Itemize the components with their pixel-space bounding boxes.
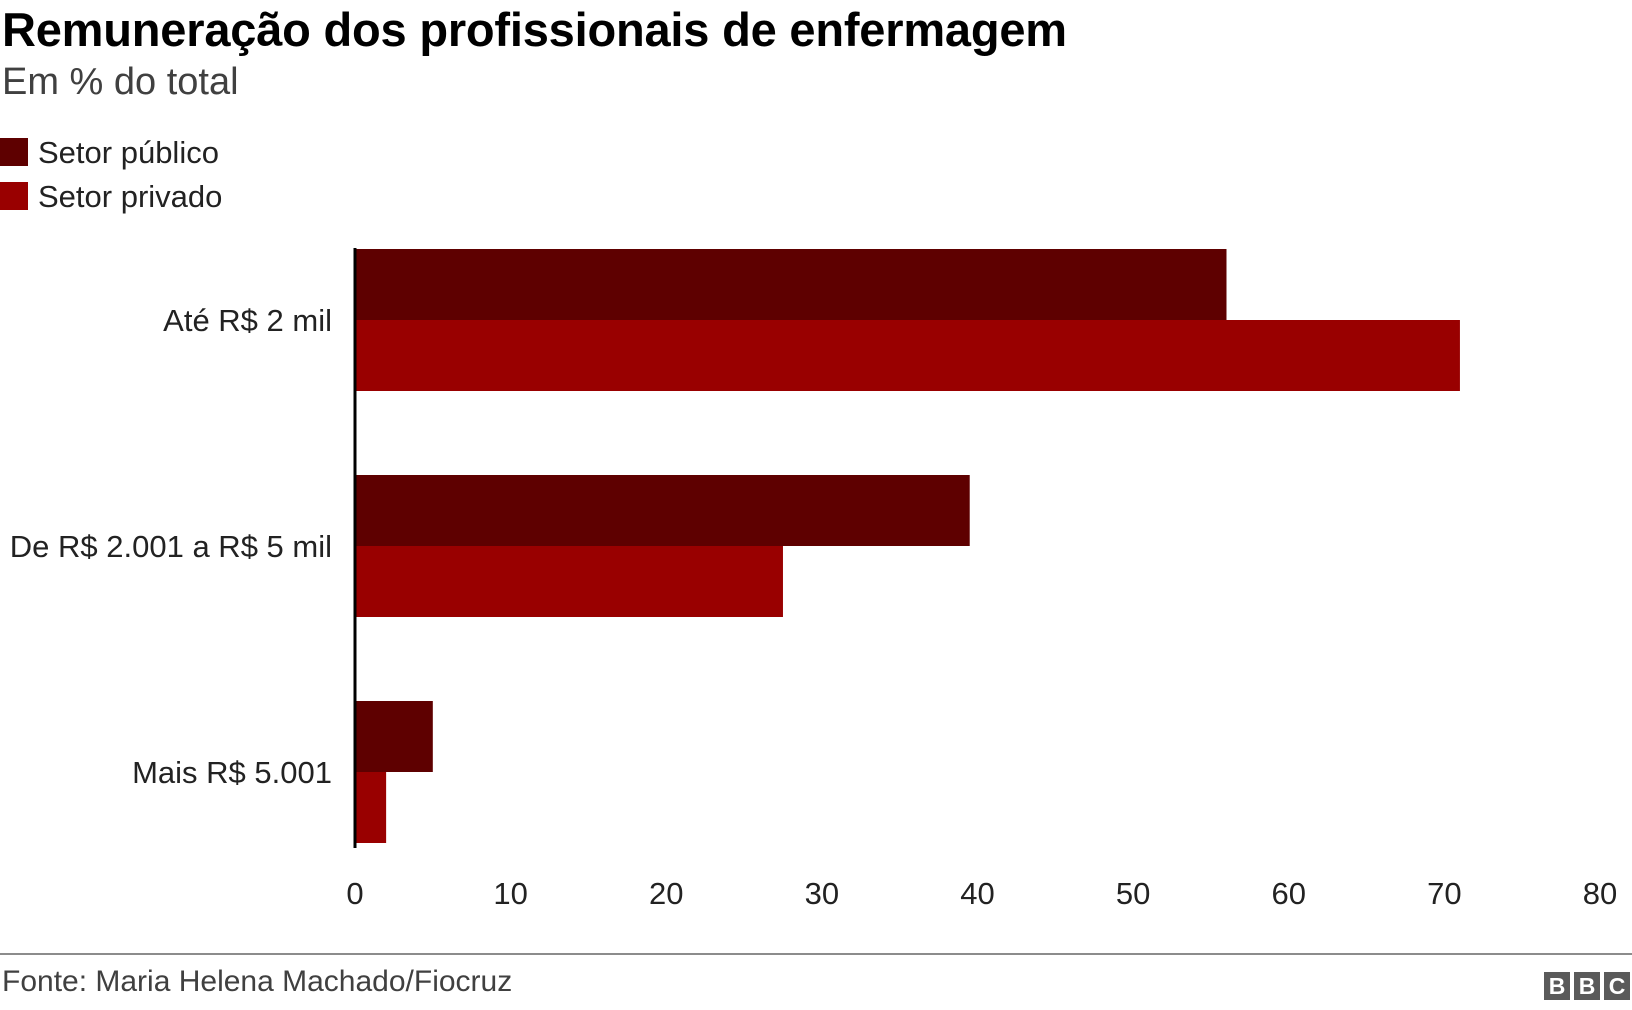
x-tick-label: 80 <box>1583 876 1617 911</box>
legend-label-private: Setor privado <box>38 179 223 214</box>
bbc-logo-letter: B <box>1574 972 1600 1000</box>
bar-public-2 <box>355 701 433 772</box>
bbc-logo-letter: B <box>1544 972 1570 1000</box>
legend-swatch-public <box>0 138 28 166</box>
x-tick-label: 30 <box>805 876 839 911</box>
bar-private-2 <box>355 772 387 843</box>
x-tick-label: 70 <box>1427 876 1461 911</box>
category-label: Até R$ 2 mil <box>163 303 332 338</box>
bbc-logo-letter: C <box>1604 972 1630 1000</box>
x-tick-label: 40 <box>960 876 994 911</box>
bar-private-0 <box>355 320 1460 391</box>
chart-title: Remuneração dos profissionais de enferma… <box>2 3 1067 56</box>
legend-swatch-private <box>0 182 28 210</box>
x-tick-label: 60 <box>1272 876 1306 911</box>
legend-label-public: Setor público <box>38 135 219 170</box>
bar-public-1 <box>355 475 970 546</box>
x-tick-label: 10 <box>493 876 527 911</box>
chart-subtitle: Em % do total <box>2 61 239 103</box>
x-tick-label: 50 <box>1116 876 1150 911</box>
category-label: Mais R$ 5.001 <box>132 755 332 790</box>
bar-private-1 <box>355 546 783 617</box>
bar-chart: Até R$ 2 mil De R$ 2.001 a R$ 5 mil Mais R… <box>10 248 1617 911</box>
bar-public-0 <box>355 249 1227 320</box>
x-tick-label: 0 <box>346 876 363 911</box>
footer-divider <box>0 953 1632 955</box>
source-note: Fonte: Maria Helena Machado/Fiocruz <box>2 965 513 998</box>
category-label: De R$ 2.001 a R$ 5 mil <box>10 529 332 564</box>
bbc-logo: B B C <box>1544 972 1630 1000</box>
x-tick-label: 20 <box>649 876 683 911</box>
